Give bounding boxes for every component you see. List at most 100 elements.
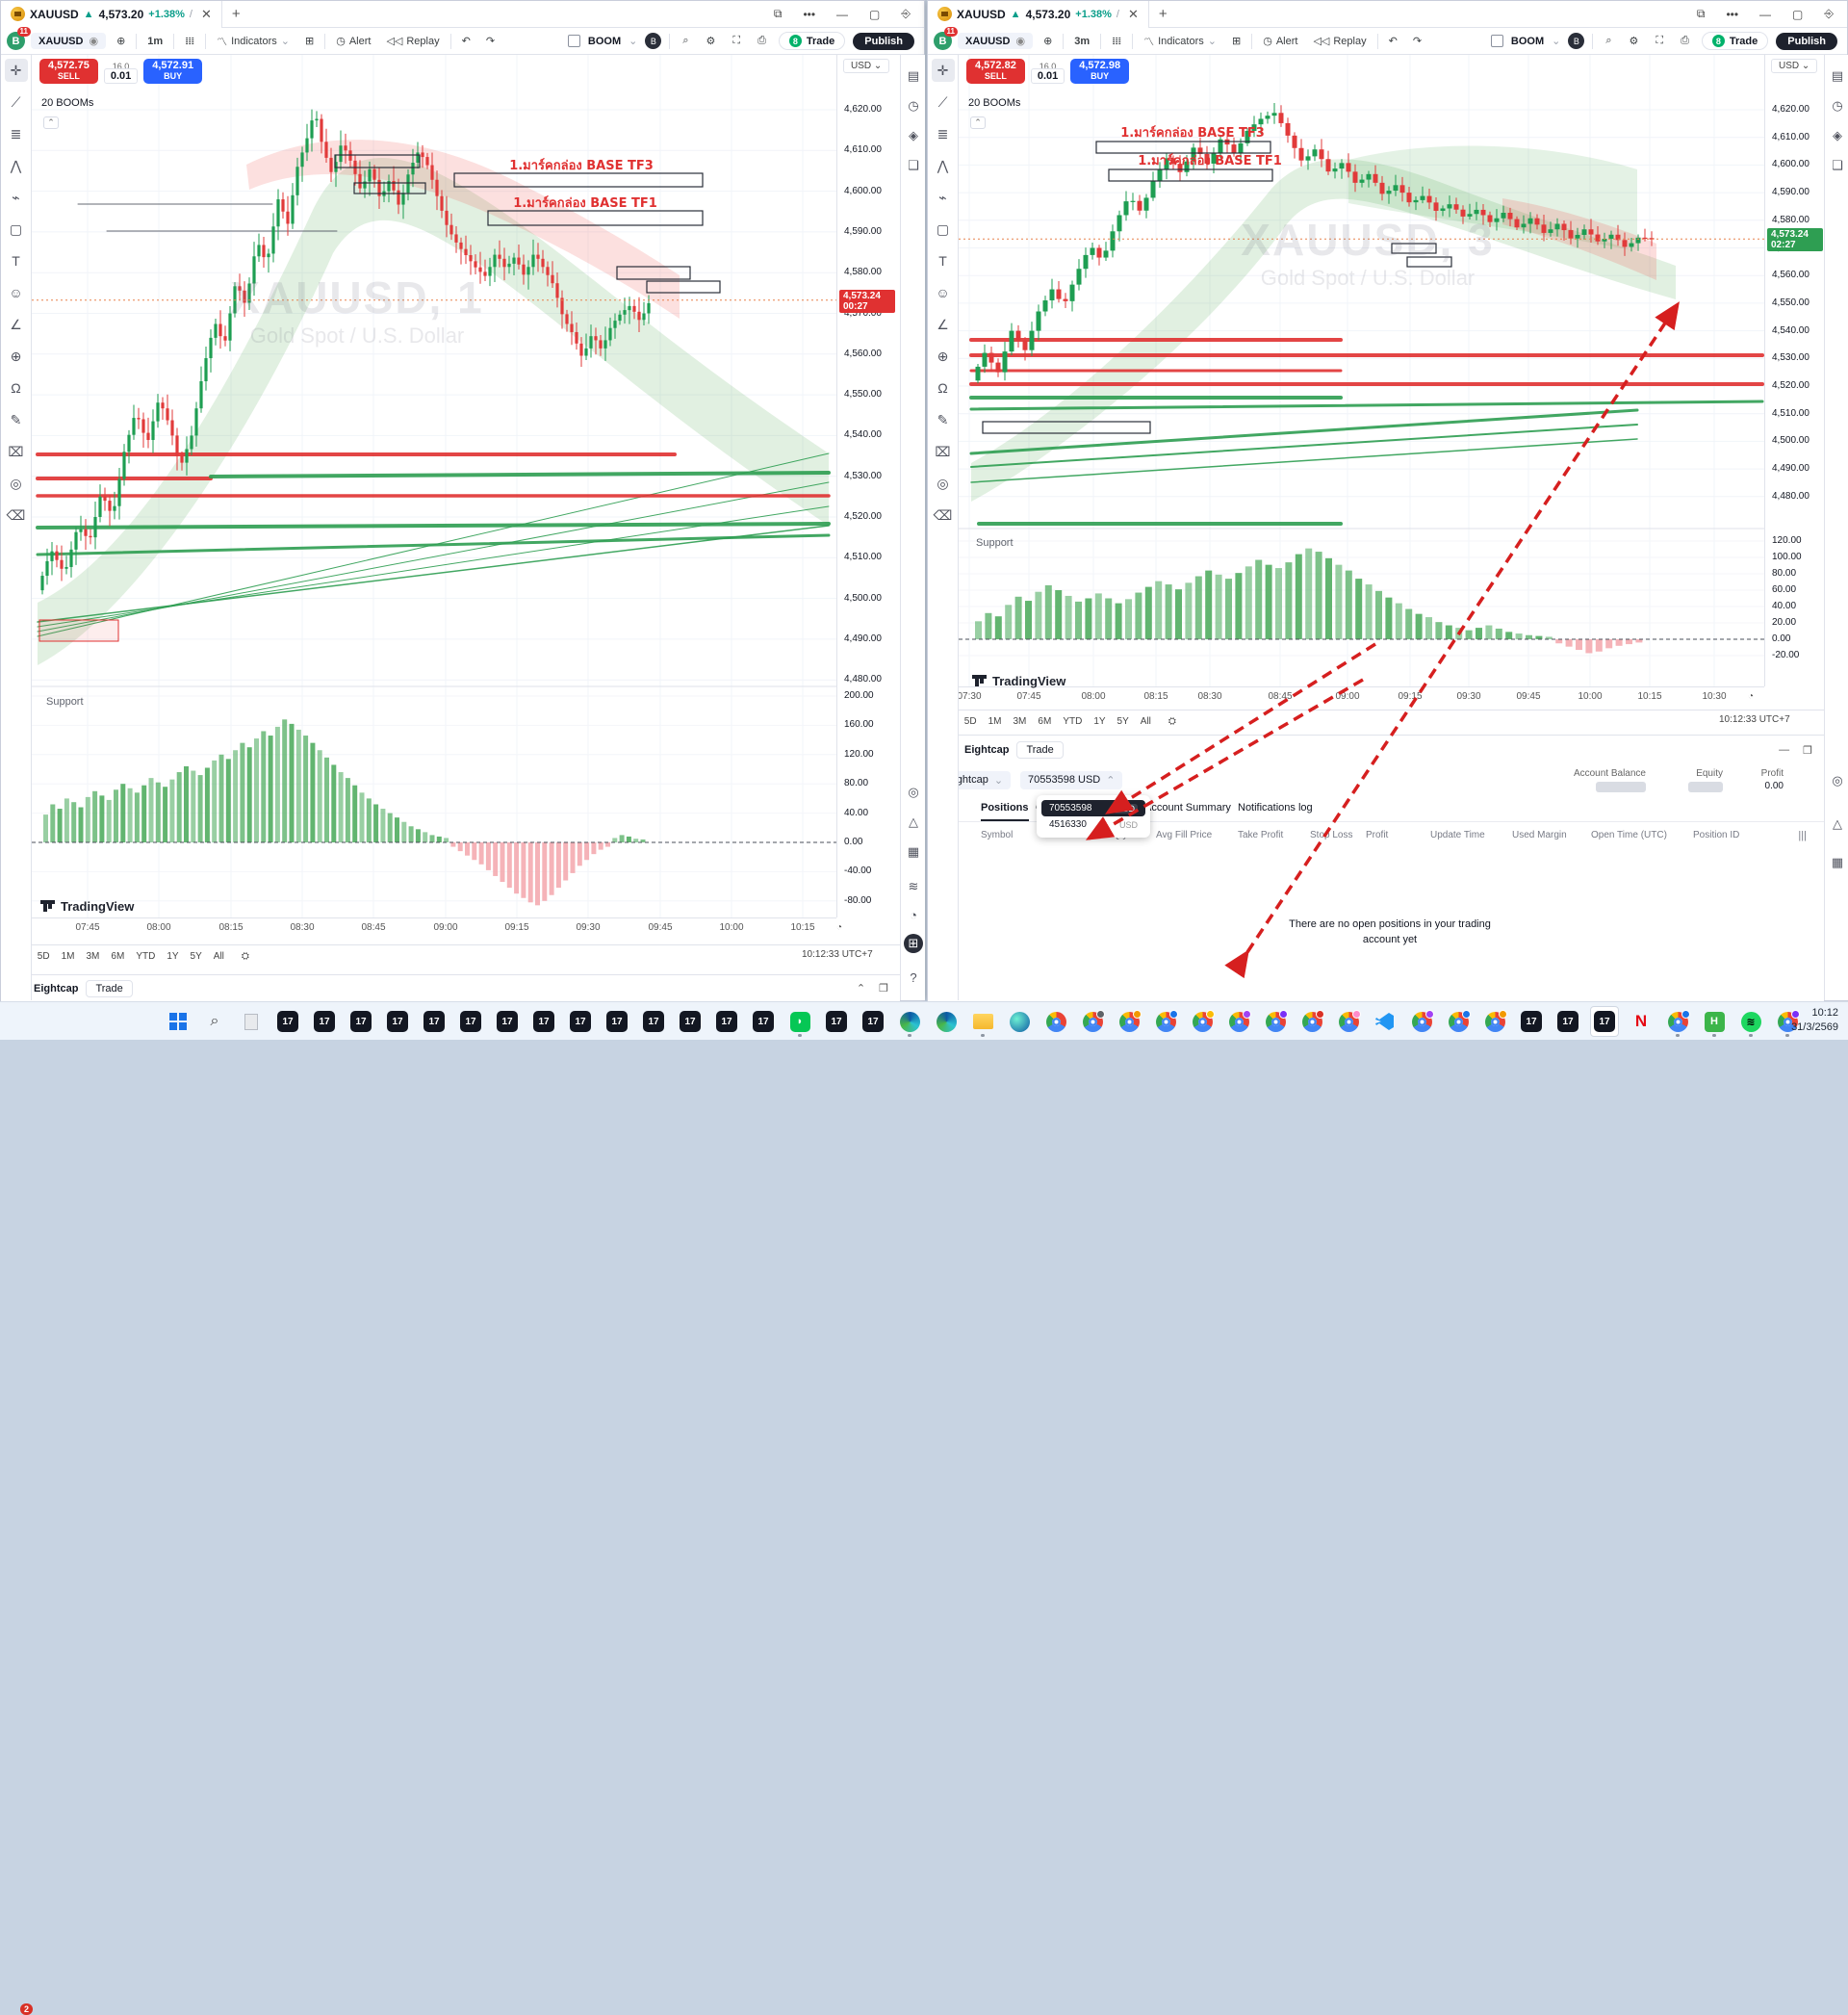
- redo-icon[interactable]: ↷: [485, 36, 496, 47]
- panel-tab-positions[interactable]: Positions: [981, 802, 1029, 821]
- indicators-button[interactable]: 〽 Indicators ⌄: [217, 35, 290, 48]
- column-header-position-id[interactable]: Position ID: [1693, 830, 1740, 840]
- h-app-icon[interactable]: H: [1700, 1006, 1729, 1037]
- range-button-5d[interactable]: 5D: [37, 951, 50, 962]
- chrome-browser-icon[interactable]: [1773, 1006, 1802, 1037]
- search-icon[interactable]: ⌕: [210, 1013, 219, 1029]
- vscode-icon[interactable]: [1371, 1006, 1399, 1037]
- layout-checkbox[interactable]: [567, 35, 580, 47]
- shapes-tool-icon[interactable]: ▢: [9, 220, 23, 237]
- chrome-browser-icon[interactable]: [1407, 1006, 1436, 1037]
- redo-icon[interactable]: ↷: [1412, 36, 1423, 47]
- time-axis[interactable]: 07:30 07:45 08:00 08:15 08:30 08:45 09:00 09:15…: [957, 686, 1764, 708]
- panel-tab-notifications-log[interactable]: Notifications log: [1238, 802, 1313, 814]
- crosshair-tool-icon[interactable]: ✛: [931, 59, 955, 82]
- measure-tool-icon[interactable]: ∠: [937, 316, 949, 332]
- layout-windows-icon[interactable]: ⧉: [1696, 7, 1706, 20]
- tab-close-icon[interactable]: ✕: [200, 6, 212, 21]
- tradingview-app-icon[interactable]: 17: [603, 1006, 631, 1037]
- shapes-tool-icon[interactable]: ▢: [936, 220, 950, 237]
- expand-panel-icon[interactable]: ⌃: [856, 983, 866, 995]
- account-option-70553598[interactable]: 70553598 USD: [1041, 800, 1145, 816]
- pattern-tool-icon[interactable]: ⋀: [10, 157, 22, 173]
- drawing-mode-tool-icon[interactable]: ✎: [10, 411, 22, 427]
- help-icon[interactable]: ?: [910, 969, 917, 985]
- chrome-browser-icon[interactable]: [1480, 1006, 1509, 1037]
- tradingview-app-active-icon[interactable]: 17: [1590, 1006, 1619, 1037]
- range-button-5d[interactable]: 5D: [963, 716, 977, 727]
- price-chart-canvas[interactable]: 1.มาร์คกล่อง BASE TF3 1.มาร์คกล่อง BASE T…: [959, 55, 1764, 686]
- trash-tool-icon[interactable]: ⌫: [933, 506, 953, 523]
- tradingview-app-icon[interactable]: 17: [456, 1006, 485, 1037]
- trade-button[interactable]: 8 Trade: [1701, 32, 1769, 50]
- trade-panel-tab[interactable]: Trade: [86, 979, 133, 997]
- column-header-avg-fill-price[interactable]: Avg Fill Price: [1156, 830, 1213, 840]
- range-button-all[interactable]: All: [213, 951, 224, 962]
- snapshot-camera-icon[interactable]: ⎙: [757, 35, 766, 46]
- column-header-stop-loss[interactable]: Stop Loss: [1310, 830, 1353, 840]
- tradingview-app-icon[interactable]: 17: [310, 1006, 339, 1037]
- fullscreen-icon[interactable]: ⛶: [1656, 35, 1664, 46]
- watchlist-icon[interactable]: ▤: [907, 68, 920, 83]
- collapse-legend-button[interactable]: ⌃: [970, 116, 986, 129]
- column-header-take-profit[interactable]: Take Profit: [1238, 830, 1284, 840]
- pattern-tool-icon[interactable]: ⋀: [937, 157, 949, 173]
- price-axis[interactable]: USD ⌄ 4,620.00 4,610.00 4,600.00 4,590.00 4,…: [836, 55, 898, 917]
- alert-clock-icon[interactable]: ◷: [1832, 98, 1843, 113]
- tradingview-app-icon[interactable]: 17: [749, 1006, 778, 1037]
- lock-all-tool-icon[interactable]: ⌧: [935, 443, 951, 459]
- layout-windows-icon[interactable]: ⧉: [773, 7, 783, 20]
- trade-button[interactable]: 8 Trade: [778, 32, 846, 50]
- add-tab-button[interactable]: +: [231, 6, 241, 22]
- compare-icon[interactable]: ⊕: [116, 36, 126, 47]
- fullscreen-icon[interactable]: ⛶: [732, 35, 741, 46]
- more-options-icon[interactable]: •••: [1726, 7, 1739, 21]
- magnet-tool-icon[interactable]: Ω: [937, 380, 948, 396]
- chrome-browser-icon[interactable]: [1188, 1006, 1217, 1037]
- hide-all-tool-icon[interactable]: ◎: [10, 475, 22, 491]
- collapse-legend-button[interactable]: ⌃: [43, 116, 59, 129]
- file-explorer-icon[interactable]: [968, 1006, 997, 1037]
- trendline-tool-icon[interactable]: ⟋: [937, 93, 948, 110]
- netflix-icon[interactable]: N: [1634, 1012, 1648, 1030]
- restore-panel-icon[interactable]: ❐: [1803, 744, 1812, 757]
- exit-icon[interactable]: ⎆: [1824, 7, 1834, 20]
- tradingview-app-icon[interactable]: 17: [383, 1006, 412, 1037]
- exit-icon[interactable]: ⎆: [901, 7, 911, 20]
- account-select[interactable]: 70553598 USD ⌃: [1020, 770, 1123, 789]
- range-button-5y[interactable]: 5Y: [1116, 716, 1129, 727]
- time-axis-settings-icon[interactable]: ◔: [1747, 691, 1755, 702]
- chart-tab[interactable]: XAUUSD ▲ 4,573.20 +1.38% / ✕: [928, 0, 1149, 28]
- add-tab-button[interactable]: +: [1158, 6, 1168, 22]
- tradingview-logo[interactable]: TradingView: [971, 673, 1065, 689]
- tradingview-app-icon[interactable]: 17: [566, 1006, 595, 1037]
- tab-close-icon[interactable]: ✕: [1127, 6, 1139, 21]
- calendar-icon[interactable]: ▦: [907, 844, 920, 859]
- chrome-browser-icon[interactable]: [1663, 1006, 1692, 1037]
- broker-tab[interactable]: Eightcap: [964, 744, 1010, 756]
- tradingview-app-icon[interactable]: 17: [1517, 1006, 1546, 1037]
- chrome-browser-icon[interactable]: [1334, 1006, 1363, 1037]
- zoom-in-tool-icon[interactable]: ⊕: [10, 348, 22, 364]
- magnet-tool-icon[interactable]: Ω: [11, 380, 21, 396]
- undo-icon[interactable]: ↶: [461, 36, 471, 47]
- tradingview-app-icon[interactable]: 17: [1553, 1006, 1582, 1037]
- fib-tool-icon[interactable]: ≣: [10, 125, 22, 142]
- alert-button[interactable]: ◷ Alert: [336, 35, 372, 48]
- chrome-browser-icon[interactable]: [1261, 1006, 1290, 1037]
- text-tool-icon[interactable]: T: [12, 253, 20, 269]
- layout-checkbox[interactable]: [1490, 35, 1503, 47]
- chrome-browser-icon[interactable]: [1224, 1006, 1253, 1037]
- edge-browser-icon[interactable]: [895, 1006, 924, 1037]
- chrome-browser-icon[interactable]: [1444, 1006, 1473, 1037]
- go-to-date-icon[interactable]: ⛭: [241, 951, 249, 962]
- column-header-open-time-utc-[interactable]: Open Time (UTC): [1591, 830, 1667, 840]
- account-option-4516330[interactable]: 4516330 USD: [1049, 819, 1138, 830]
- zoom-in-tool-icon[interactable]: ⊕: [937, 348, 949, 364]
- replay-button[interactable]: ◁◁ Replay: [386, 35, 440, 48]
- layout-chevron-icon[interactable]: ⌄: [629, 36, 638, 47]
- tradingview-logo[interactable]: TradingView: [39, 898, 134, 915]
- column-header-update-time[interactable]: Update Time: [1430, 830, 1485, 840]
- lock-all-tool-icon[interactable]: ⌧: [8, 443, 24, 459]
- chart-tab[interactable]: XAUUSD ▲ 4,573.20 +1.38% / ✕: [1, 0, 222, 28]
